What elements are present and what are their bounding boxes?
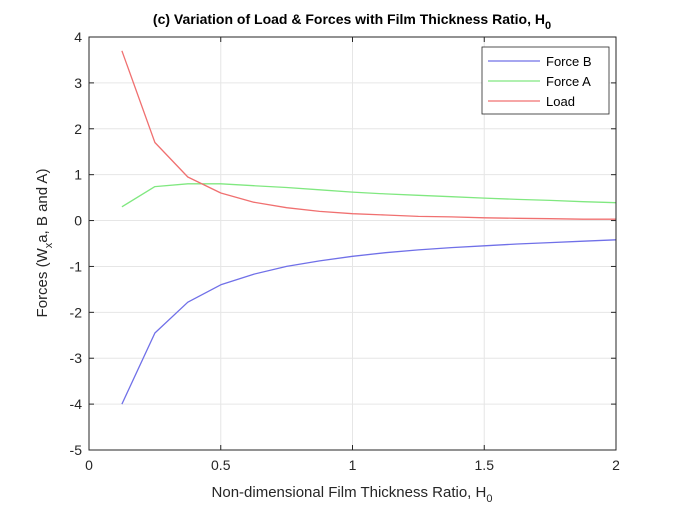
legend-label-load: Load	[546, 94, 575, 109]
y-tick-label: -4	[70, 396, 83, 412]
data-series	[121, 50, 617, 405]
legend-label-force-b: Force B	[546, 54, 592, 69]
y-tick-label: 1	[74, 167, 82, 183]
y-tick-label: 4	[74, 29, 82, 45]
y-tick-label: 2	[74, 121, 82, 137]
x-tick-label: 0.5	[211, 457, 231, 473]
axis-ticks: 0 0.5 1 1.5 2 -5 -4 -3 -2 -1 0 1 2 3 4	[70, 29, 621, 473]
y-axis-label: Forces (Wxa, B and A)	[34, 169, 55, 318]
x-axis-label: Non-dimensional Film Thickness Ratio, H0	[212, 484, 493, 505]
y-tick-label: -3	[70, 350, 83, 366]
y-axis-label-subscript: x	[43, 242, 55, 248]
x-axis-label-subscript: 0	[486, 493, 492, 505]
y-tick-label: -5	[70, 442, 83, 458]
x-tick-label: 1.5	[475, 457, 495, 473]
x-tick-label: 0	[85, 457, 93, 473]
series-line-load	[121, 50, 616, 220]
y-tick-label: -1	[70, 258, 83, 274]
series-line-force-a	[121, 183, 617, 208]
y-tick-label: -2	[70, 304, 83, 320]
y-tick-label: 3	[74, 75, 82, 91]
x-tick-label: 1	[349, 457, 357, 473]
series-line-force-b	[121, 239, 617, 405]
legend: Force B Force A Load	[481, 46, 610, 115]
chart-title-subscript: 0	[545, 20, 551, 32]
legend-label-force-a: Force A	[546, 74, 591, 89]
y-tick-label: 0	[74, 213, 82, 229]
legend-entries: Force B Force A Load	[488, 54, 592, 109]
chart-title: (c) Variation of Load & Forces with Film…	[153, 11, 551, 32]
x-tick-label: 2	[612, 457, 620, 473]
